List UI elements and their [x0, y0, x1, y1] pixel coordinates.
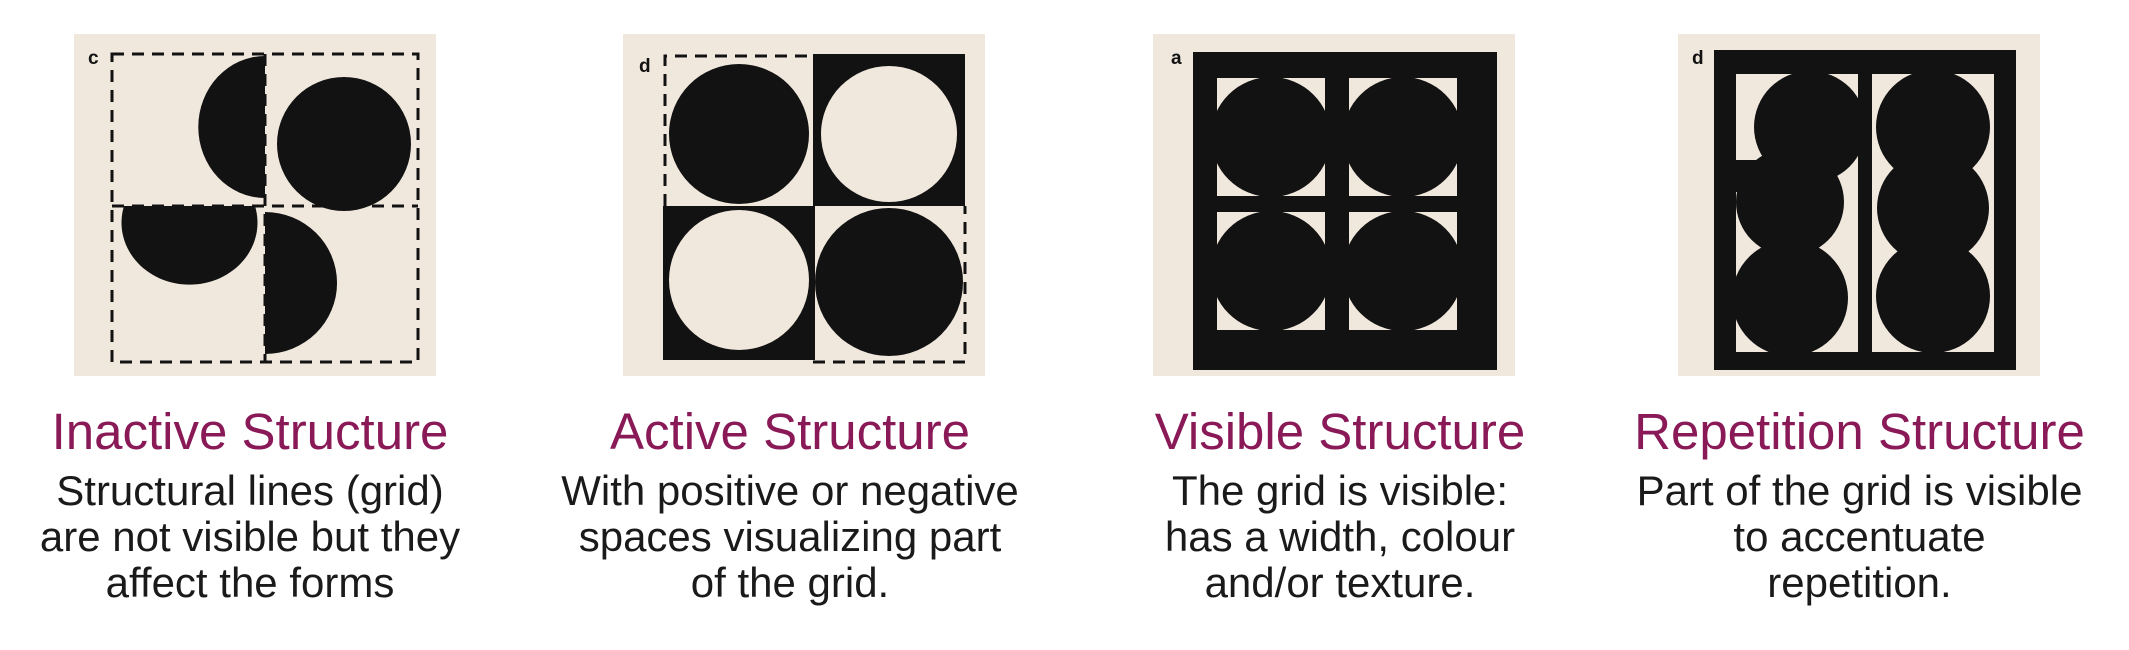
desc-line: Part of the grid is visible: [1636, 467, 2083, 514]
desc-line: With positive or negative: [561, 467, 1019, 514]
panel-repetition-structure: d Repetition Structure Part of the grid …: [1590, 0, 2129, 650]
figure-letter: d: [1692, 48, 1704, 69]
desc-line: has a width, colour: [1164, 513, 1516, 560]
desc-line: The grid is visible:: [1171, 467, 1509, 514]
inactive-structure-image: c: [74, 34, 436, 376]
desc-line: to accentuate: [1733, 513, 1986, 560]
active-structure-figure: d: [623, 34, 985, 376]
figure-letter: c: [88, 48, 99, 69]
desc-line: repetition.: [1767, 559, 1952, 606]
desc-active-structure: With positive or negative spaces visuali…: [530, 468, 1050, 606]
visible-structure-figure: a: [1153, 34, 1515, 376]
desc-repetition-structure: Part of the grid is visible to accentuat…: [1590, 468, 2129, 606]
repetition-structure-image: d: [1678, 34, 2040, 376]
panel-visible-structure: a Visible Structure The grid is visible:…: [1090, 0, 1590, 650]
visible-structure-image: a: [1153, 34, 1515, 376]
desc-line: are not visible but they: [39, 513, 461, 560]
repetition-structure-figure: d: [1678, 34, 2040, 376]
panel-inactive-structure: c Inactive Structure Structural lines (g…: [0, 0, 500, 650]
title-inactive-structure: Inactive Structure: [51, 403, 449, 460]
desc-line: affect the forms: [105, 559, 395, 606]
active-structure-image: d: [623, 34, 985, 376]
desc-inactive-structure: Structural lines (grid) are not visible …: [0, 468, 500, 606]
title-active-structure: Active Structure: [610, 403, 970, 460]
title-visible-structure: Visible Structure: [1154, 403, 1526, 460]
desc-line: spaces visualizing part: [578, 513, 1002, 560]
title-repetition-structure: Repetition Structure: [1634, 403, 2085, 460]
desc-line: and/or texture.: [1204, 559, 1476, 606]
inactive-structure-figure: c: [74, 34, 436, 376]
desc-line: of the grid.: [690, 559, 890, 606]
desc-line: Structural lines (grid): [56, 467, 444, 514]
panel-active-structure: d Active Structure With positive or nega…: [530, 0, 1050, 650]
figure-letter: a: [1171, 48, 1182, 69]
desc-visible-structure: The grid is visible: has a width, colour…: [1090, 468, 1590, 606]
figure-letter: d: [639, 56, 651, 77]
